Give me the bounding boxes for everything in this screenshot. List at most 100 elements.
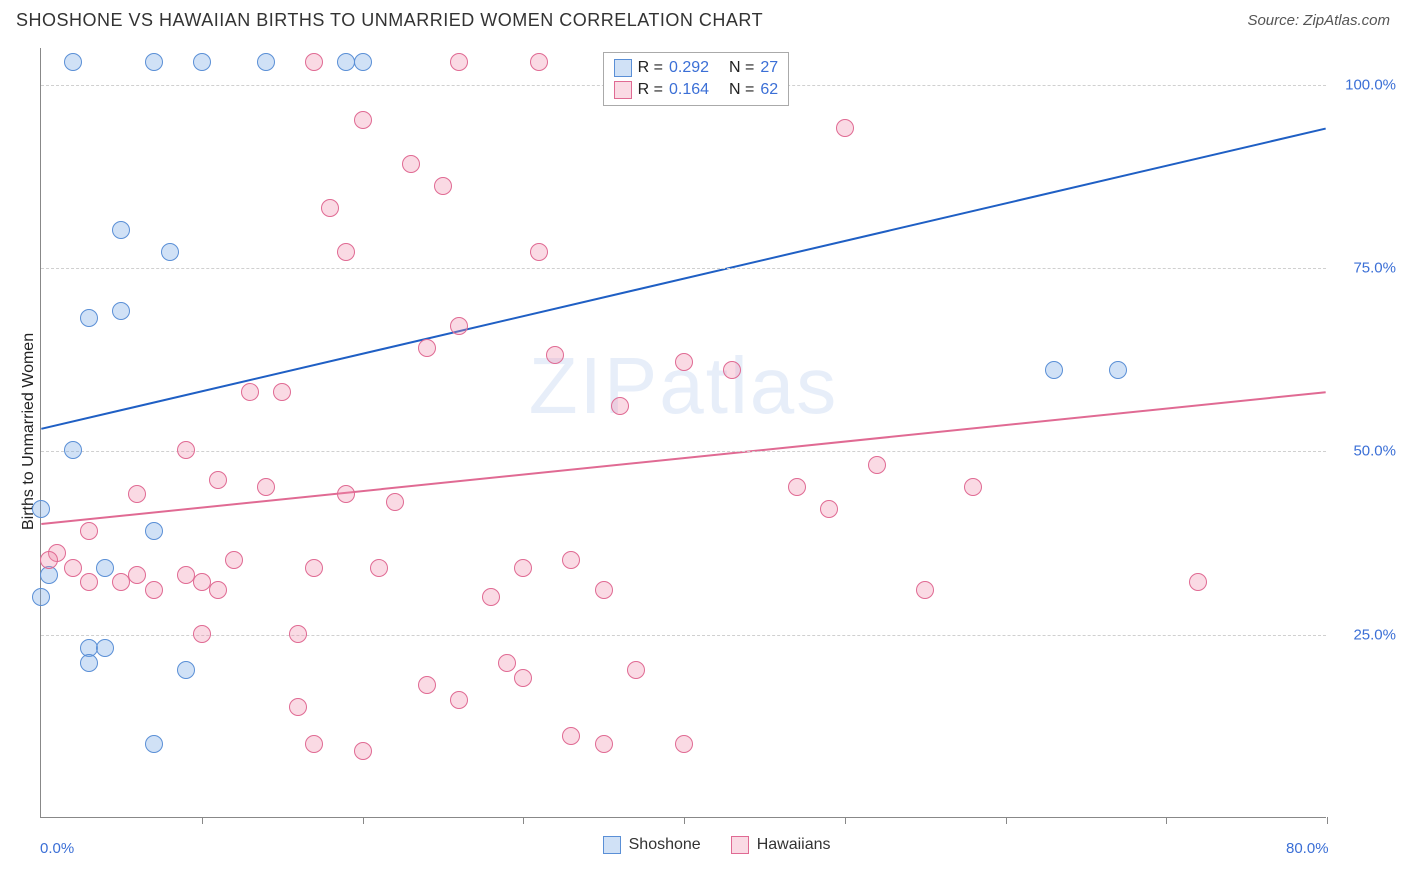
data-point <box>32 500 50 518</box>
data-point <box>177 441 195 459</box>
data-point <box>64 53 82 71</box>
data-point <box>546 346 564 364</box>
legend-r-label: R = <box>638 57 663 79</box>
legend-n-value: 27 <box>760 57 778 79</box>
x-tick <box>523 817 524 824</box>
legend-stats-row: R = 0.292 N = 27 <box>614 57 779 79</box>
legend-r-label: R = <box>638 79 663 101</box>
gridline <box>41 635 1326 636</box>
data-point <box>96 639 114 657</box>
data-point <box>836 119 854 137</box>
data-point <box>64 559 82 577</box>
data-point <box>337 485 355 503</box>
data-point <box>530 53 548 71</box>
data-point <box>595 581 613 599</box>
data-point <box>161 243 179 261</box>
data-point <box>354 53 372 71</box>
data-point <box>257 53 275 71</box>
x-tick <box>202 817 203 824</box>
legend-r-value: 0.292 <box>669 57 709 79</box>
data-point <box>64 441 82 459</box>
data-point <box>225 551 243 569</box>
data-point <box>1189 573 1207 591</box>
data-point <box>627 661 645 679</box>
data-point <box>209 471 227 489</box>
data-point <box>450 53 468 71</box>
data-point <box>193 625 211 643</box>
legend-swatch <box>731 836 749 854</box>
data-point <box>112 221 130 239</box>
x-tick <box>845 817 846 824</box>
data-point <box>80 309 98 327</box>
data-point <box>145 53 163 71</box>
x-tick-label: 80.0% <box>1286 840 1329 857</box>
data-point <box>32 588 50 606</box>
legend-swatch <box>614 81 632 99</box>
chart-title: SHOSHONE VS HAWAIIAN BIRTHS TO UNMARRIED… <box>16 10 763 31</box>
data-point <box>450 691 468 709</box>
legend-series: Shoshone Hawaiians <box>603 836 831 854</box>
data-point <box>177 661 195 679</box>
x-tick <box>684 817 685 824</box>
data-point <box>1045 361 1063 379</box>
data-point <box>482 588 500 606</box>
data-point <box>498 654 516 672</box>
data-point <box>402 155 420 173</box>
x-tick-label: 0.0% <box>40 840 74 857</box>
data-point <box>434 177 452 195</box>
trend-line <box>41 129 1325 429</box>
data-point <box>241 383 259 401</box>
x-tick <box>1327 817 1328 824</box>
data-point <box>530 243 548 261</box>
legend-r-value: 0.164 <box>669 79 709 101</box>
data-point <box>514 669 532 687</box>
legend-n-value: 62 <box>760 79 778 101</box>
y-tick-label: 25.0% <box>1336 626 1396 643</box>
data-point <box>321 199 339 217</box>
y-tick-label: 100.0% <box>1336 76 1396 93</box>
data-point <box>305 559 323 577</box>
data-point <box>418 676 436 694</box>
legend-series-item: Hawaiians <box>731 836 831 854</box>
data-point <box>289 698 307 716</box>
data-point <box>562 551 580 569</box>
data-point <box>145 522 163 540</box>
data-point <box>595 735 613 753</box>
data-point <box>964 478 982 496</box>
data-point <box>289 625 307 643</box>
legend-n-label: N = <box>729 57 754 79</box>
chart-header: SHOSHONE VS HAWAIIAN BIRTHS TO UNMARRIED… <box>16 10 1390 31</box>
data-point <box>868 456 886 474</box>
data-point <box>112 302 130 320</box>
data-point <box>145 581 163 599</box>
x-tick <box>1006 817 1007 824</box>
data-point <box>305 735 323 753</box>
x-tick <box>363 817 364 824</box>
chart-source: Source: ZipAtlas.com <box>1247 12 1390 29</box>
data-point <box>257 478 275 496</box>
gridline <box>41 268 1326 269</box>
data-point <box>723 361 741 379</box>
data-point <box>675 735 693 753</box>
data-point <box>40 551 58 569</box>
data-point <box>514 559 532 577</box>
data-point <box>337 243 355 261</box>
legend-series-label: Shoshone <box>629 836 701 854</box>
legend-swatch <box>603 836 621 854</box>
data-point <box>675 353 693 371</box>
data-point <box>450 317 468 335</box>
y-tick-label: 75.0% <box>1336 260 1396 277</box>
data-point <box>209 581 227 599</box>
legend-series-label: Hawaiians <box>757 836 831 854</box>
gridline <box>41 451 1326 452</box>
data-point <box>611 397 629 415</box>
data-point <box>354 111 372 129</box>
data-point <box>128 485 146 503</box>
legend-stats: R = 0.292 N = 27R = 0.164 N = 62 <box>603 52 790 106</box>
legend-stats-row: R =0.164N =62 <box>614 79 779 101</box>
data-point <box>80 654 98 672</box>
data-point <box>1109 361 1127 379</box>
data-point <box>128 566 146 584</box>
data-point <box>418 339 436 357</box>
trend-lines <box>41 48 1326 817</box>
